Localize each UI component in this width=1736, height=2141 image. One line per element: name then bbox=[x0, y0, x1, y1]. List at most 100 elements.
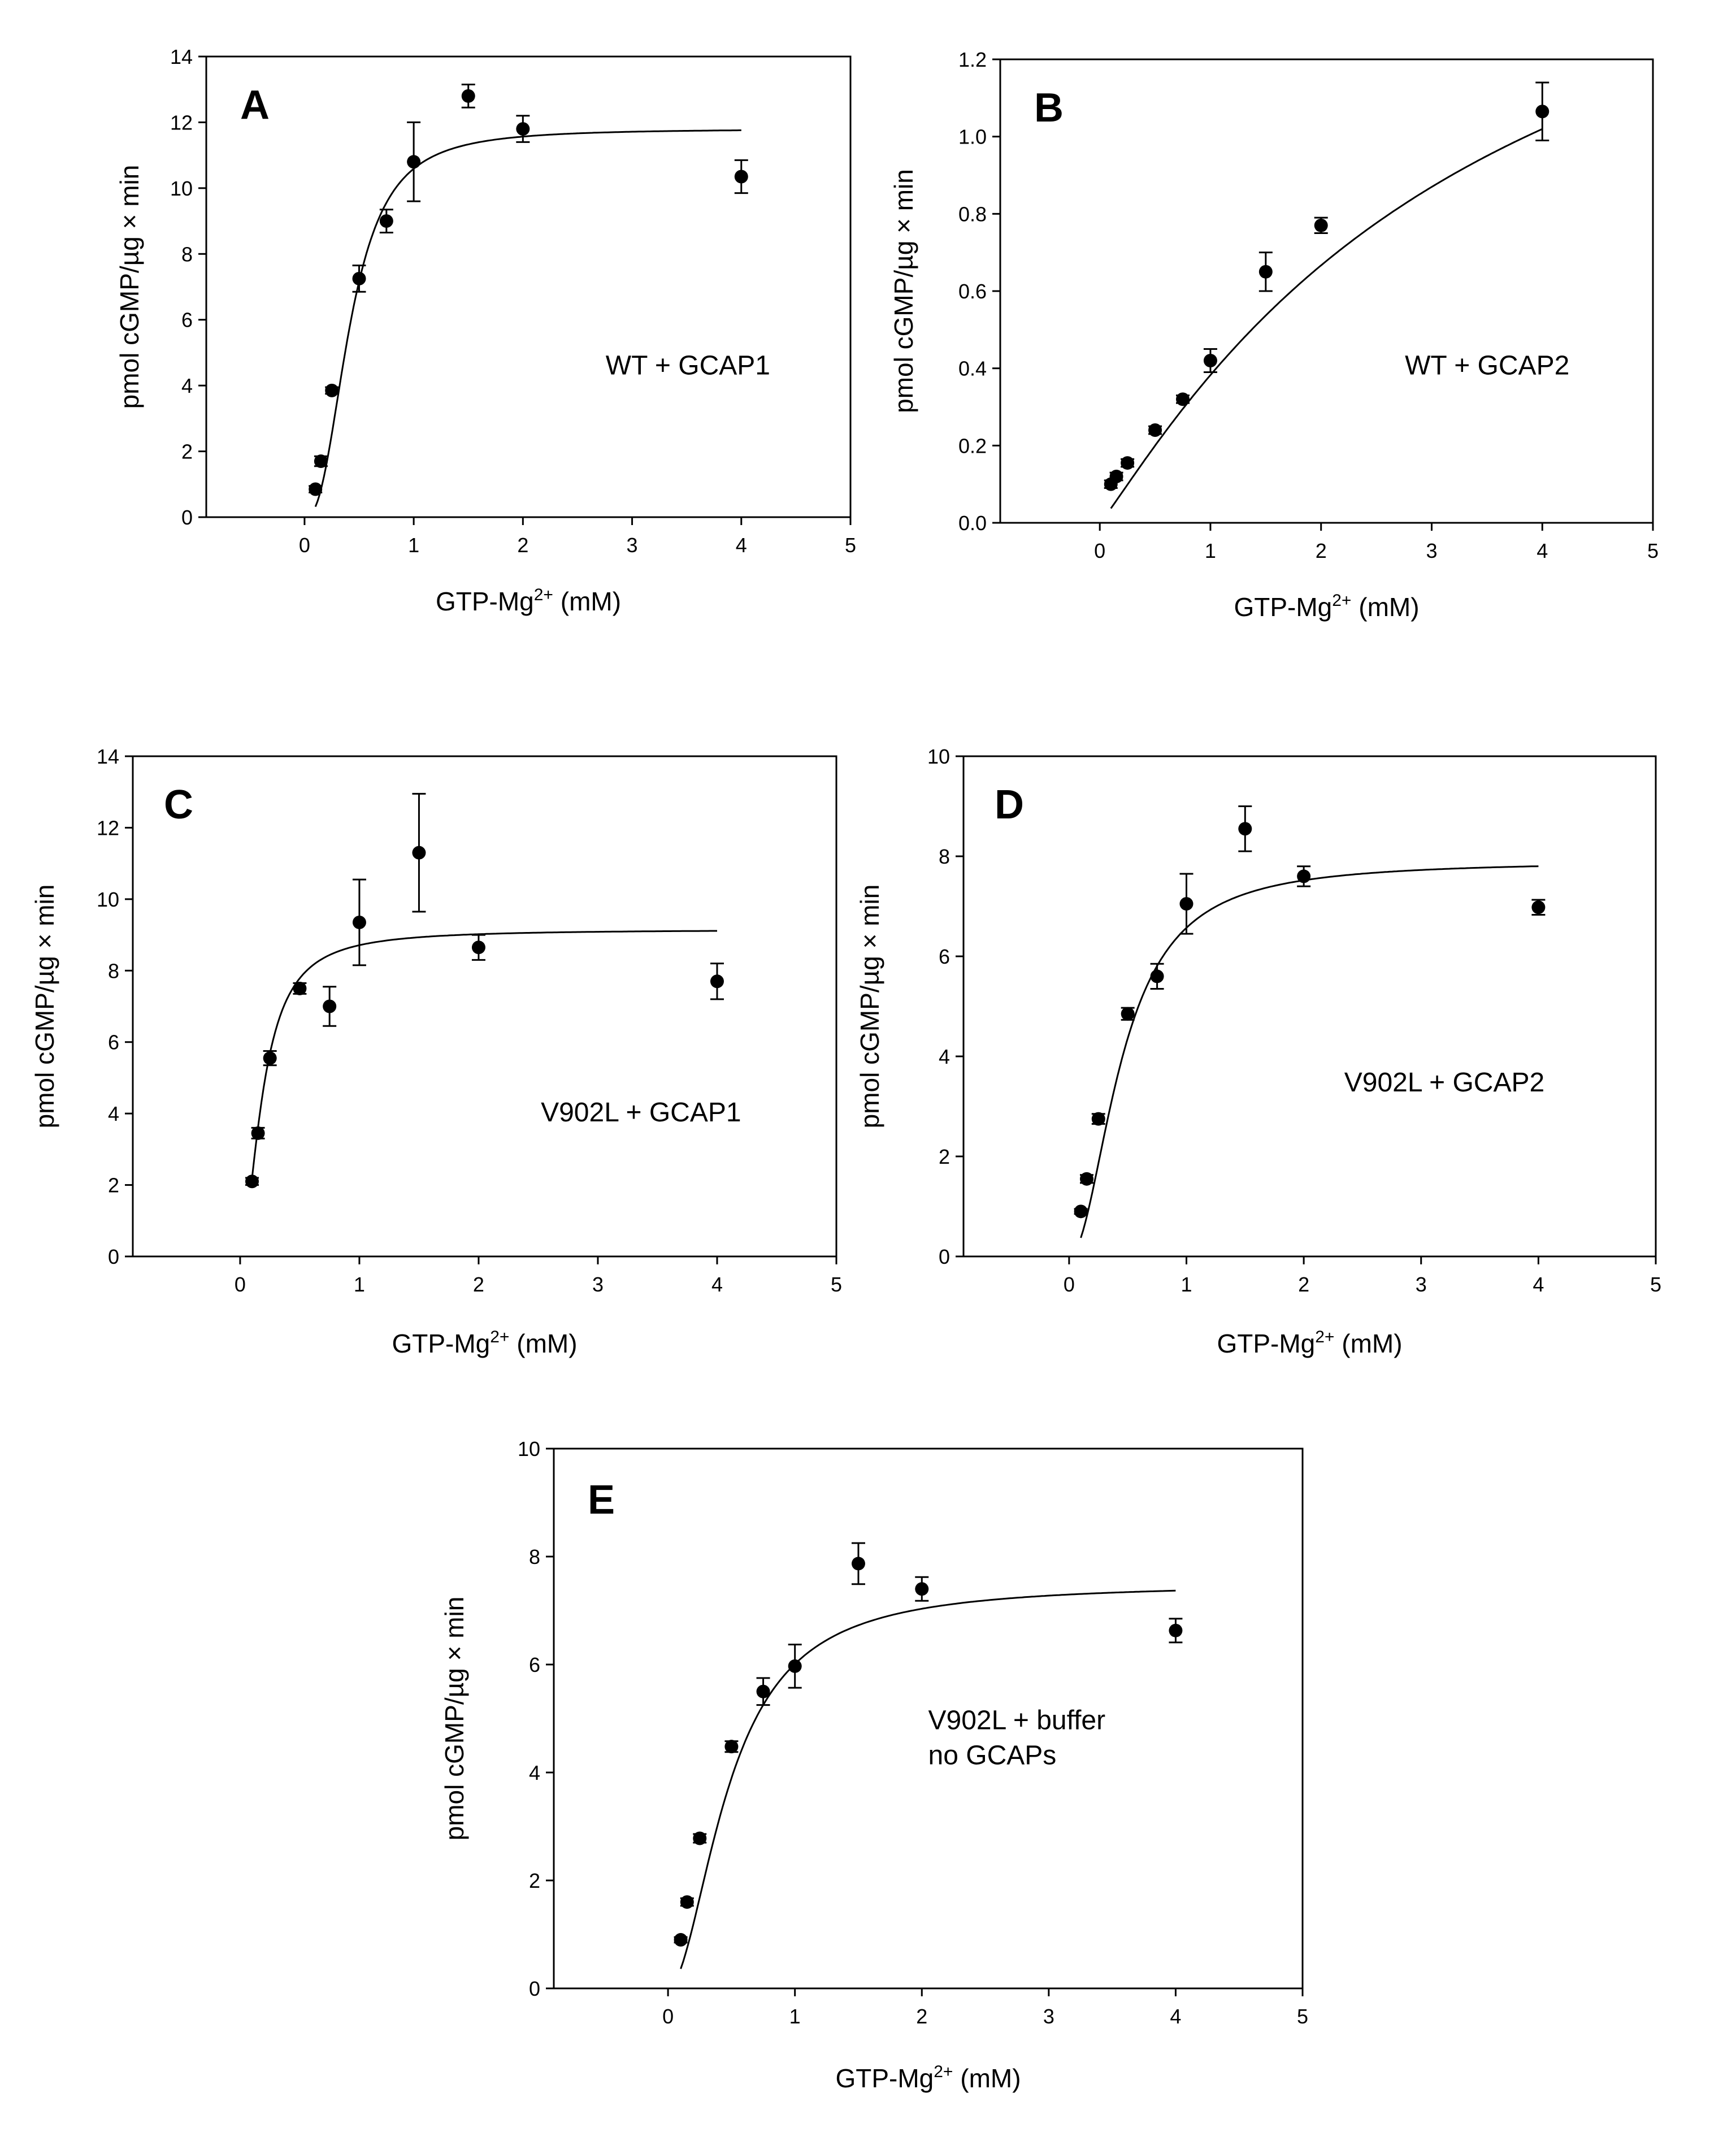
panel-letter: A bbox=[240, 83, 270, 128]
condition-annotation: V902L + buffer bbox=[928, 1706, 1106, 1736]
fit-curve bbox=[1110, 128, 1543, 509]
data-point bbox=[407, 155, 421, 169]
y-axis-label: pmol cGMP/µg × min bbox=[440, 1597, 469, 1841]
plot-frame bbox=[962, 755, 1657, 1258]
x-axis-label-superscript: 2+ bbox=[534, 586, 553, 604]
data-point bbox=[323, 999, 337, 1013]
x-tick-label: 2 bbox=[517, 534, 528, 557]
x-tick-label: 4 bbox=[1170, 2005, 1181, 2028]
y-tick-label: 6 bbox=[181, 309, 193, 332]
data-point bbox=[314, 454, 328, 469]
x-tick-label: 3 bbox=[1043, 2005, 1054, 2028]
panel-letter: B bbox=[1034, 85, 1064, 131]
data-point bbox=[251, 1126, 265, 1140]
y-tick-label: 8 bbox=[181, 242, 193, 266]
plot-frame bbox=[553, 1447, 1304, 1990]
data-point bbox=[325, 383, 339, 397]
data-point bbox=[293, 981, 307, 995]
x-axis-label-superscript: 2+ bbox=[490, 1328, 509, 1346]
data-point bbox=[461, 89, 475, 103]
data-point bbox=[352, 271, 366, 285]
y-tick-label: 4 bbox=[939, 1045, 950, 1068]
data-point bbox=[710, 974, 724, 989]
x-tick-label: 5 bbox=[1647, 539, 1659, 562]
data-point bbox=[412, 846, 426, 860]
data-point bbox=[245, 1174, 259, 1189]
data-point bbox=[1109, 470, 1123, 483]
y-tick-label: 2 bbox=[529, 1869, 540, 1892]
data-point bbox=[724, 1740, 739, 1754]
data-point bbox=[379, 214, 393, 228]
plot-frame bbox=[205, 55, 852, 518]
x-axis-label-superscript: 2+ bbox=[1315, 1328, 1334, 1346]
data-point bbox=[1203, 354, 1217, 367]
x-axis-label-superscript: 2+ bbox=[1332, 591, 1351, 610]
data-point bbox=[915, 1582, 929, 1596]
y-tick-label: 4 bbox=[529, 1761, 540, 1784]
y-tick-label: 14 bbox=[97, 745, 119, 768]
y-tick-label: 8 bbox=[529, 1545, 540, 1568]
data-point bbox=[756, 1684, 770, 1698]
y-axis-label: pmol cGMP/µg × min bbox=[115, 165, 144, 409]
chart-panel-b: 0.0 0.2 0.4 0.6 0.8 1.0 1.2 0 1 2 3 4 5 GTP-Mg2+ (mM)… bbox=[889, 48, 1659, 622]
y-tick-label: 0.4 bbox=[958, 357, 987, 380]
y-tick-label: 0.0 bbox=[958, 512, 987, 535]
y-tick-label: 0 bbox=[939, 1245, 950, 1268]
x-axis-label-unit: (mM) bbox=[1334, 1329, 1402, 1358]
x-axis-label: GTP-Mg2+ (mM) bbox=[835, 2062, 1021, 2093]
x-axis-label-unit: (mM) bbox=[553, 587, 621, 616]
x-tick-label: 0 bbox=[1064, 1273, 1075, 1296]
x-axis-label-main: GTP-Mg bbox=[1234, 592, 1332, 622]
data-point bbox=[1297, 869, 1311, 883]
y-tick-label: 0.8 bbox=[958, 202, 987, 226]
x-tick-label: 4 bbox=[711, 1273, 723, 1296]
y-tick-label: 4 bbox=[181, 374, 193, 397]
y-tick-label: 4 bbox=[108, 1102, 119, 1125]
y-tick-label: 10 bbox=[170, 177, 193, 200]
data-point bbox=[1176, 392, 1190, 406]
data-point bbox=[1179, 897, 1194, 911]
y-axis-label: pmol cGMP/µg × min bbox=[889, 169, 918, 413]
condition-annotation: no GCAPs bbox=[928, 1741, 1057, 1771]
x-tick-label: 1 bbox=[1205, 539, 1216, 562]
condition-annotation: WT + GCAP2 bbox=[1405, 351, 1569, 381]
data-point bbox=[788, 1659, 802, 1673]
y-tick-label: 0.2 bbox=[958, 434, 987, 457]
y-tick-label: 10 bbox=[97, 888, 119, 911]
data-point bbox=[1150, 969, 1164, 983]
x-axis-label-superscript: 2+ bbox=[934, 2062, 953, 2081]
x-axis-label: GTP-Mg2+ (mM) bbox=[1234, 591, 1419, 622]
x-tick-label: 1 bbox=[408, 534, 419, 557]
y-tick-label: 1.2 bbox=[958, 48, 987, 71]
data-point bbox=[1121, 456, 1135, 470]
x-axis-label-main: GTP-Mg bbox=[1217, 1329, 1315, 1358]
x-axis-label: GTP-Mg2+ (mM) bbox=[436, 586, 621, 616]
x-axis-label-unit: (mM) bbox=[953, 2064, 1021, 2093]
condition-annotation: V902L + GCAP2 bbox=[1344, 1068, 1544, 1098]
x-tick-label: 3 bbox=[627, 534, 638, 557]
x-tick-label: 1 bbox=[789, 2005, 801, 2028]
y-tick-label: 2 bbox=[181, 440, 193, 463]
x-tick-label: 3 bbox=[1416, 1273, 1427, 1296]
x-tick-label: 2 bbox=[473, 1273, 484, 1296]
data-point bbox=[1148, 423, 1162, 437]
y-tick-label: 0.6 bbox=[958, 280, 987, 303]
data-point bbox=[263, 1051, 277, 1065]
x-tick-label: 2 bbox=[1316, 539, 1327, 562]
x-tick-label: 0 bbox=[1094, 539, 1105, 562]
y-tick-label: 0 bbox=[529, 1977, 540, 2000]
data-point bbox=[693, 1831, 707, 1845]
x-tick-label: 0 bbox=[235, 1273, 246, 1296]
fit-curve bbox=[251, 930, 717, 1178]
x-axis-label-main: GTP-Mg bbox=[392, 1329, 490, 1358]
data-point bbox=[674, 1933, 688, 1947]
y-tick-label: 6 bbox=[939, 945, 950, 968]
x-tick-label: 5 bbox=[1650, 1273, 1661, 1296]
data-point bbox=[1074, 1204, 1088, 1219]
x-tick-label: 4 bbox=[1533, 1273, 1544, 1296]
data-point bbox=[680, 1895, 694, 1909]
x-axis-label-main: GTP-Mg bbox=[436, 587, 534, 616]
y-tick-label: 8 bbox=[108, 959, 119, 982]
x-tick-label: 4 bbox=[1537, 539, 1548, 562]
